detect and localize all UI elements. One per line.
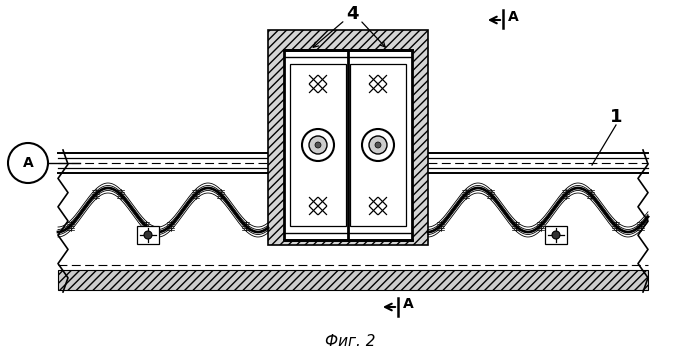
Bar: [284, 50, 412, 240]
Circle shape: [302, 129, 334, 161]
Circle shape: [144, 231, 152, 239]
Text: А: А: [22, 156, 34, 170]
Bar: [290, 64, 346, 226]
Text: Фиг. 2: Фиг. 2: [325, 335, 376, 350]
Circle shape: [362, 129, 394, 161]
Text: 1: 1: [610, 108, 622, 126]
Circle shape: [375, 142, 381, 148]
Circle shape: [8, 143, 48, 183]
Circle shape: [309, 136, 327, 154]
Text: 4: 4: [346, 5, 358, 23]
Bar: [58, 270, 648, 290]
Circle shape: [315, 142, 321, 148]
Text: А: А: [508, 10, 519, 24]
Bar: [350, 64, 406, 226]
Circle shape: [369, 136, 387, 154]
Bar: [137, 226, 159, 244]
Text: А: А: [403, 297, 414, 311]
Bar: [268, 30, 428, 245]
Bar: [545, 226, 567, 244]
Circle shape: [552, 231, 560, 239]
